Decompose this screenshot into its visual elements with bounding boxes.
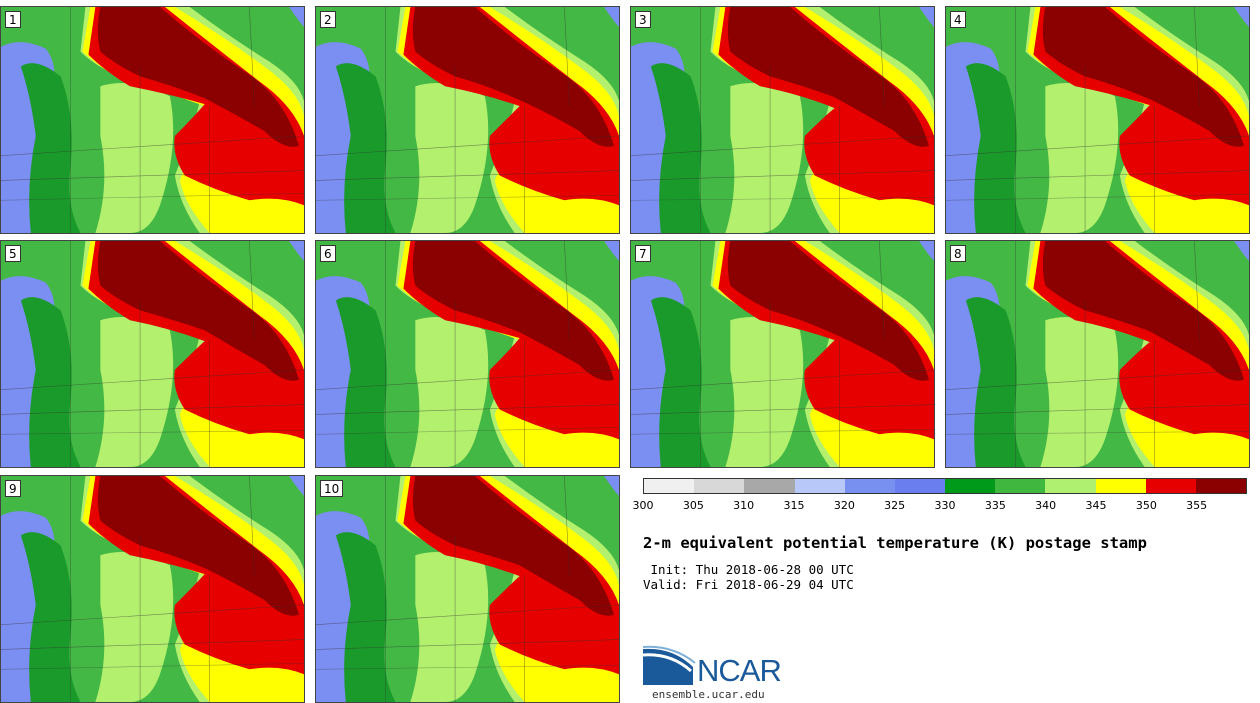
colorbar-segment	[945, 479, 996, 493]
colorbar-segment	[1095, 479, 1146, 493]
colorbar-tick-label: 320	[833, 499, 855, 512]
colorbar-segment	[995, 479, 1046, 493]
colorbar-tick-label: 300	[632, 499, 654, 512]
colorbar-tick-label: 325	[884, 499, 906, 512]
map-panel: 5	[0, 240, 305, 468]
panel-number: 4	[950, 11, 966, 28]
panel-number: 1	[5, 11, 21, 28]
map-panel: 6	[315, 240, 620, 468]
ncar-logo-icon	[643, 645, 696, 685]
colorbar-tick-label: 340	[1035, 499, 1057, 512]
map-panel: 7	[630, 240, 935, 468]
colorbar-segment	[1045, 479, 1096, 493]
init-time: Init: Thu 2018-06-28 00 UTC	[643, 562, 854, 577]
colorbar-ticks: 300 305 310 315 320 325 330 335 340 345 350 355	[633, 499, 1247, 513]
panel-number: 3	[635, 11, 651, 28]
map-panel: 2	[315, 6, 620, 234]
colorbar-tick-label: 310	[733, 499, 755, 512]
logo-url: ensemble.ucar.edu	[652, 688, 765, 701]
plot-title: 2-m equivalent potential temperature (K)…	[643, 534, 1147, 552]
colorbar-tick-label: 335	[984, 499, 1006, 512]
colorbar-segment	[694, 479, 745, 493]
colorbar-segment	[744, 479, 795, 493]
panel-number: 8	[950, 245, 966, 262]
map-panel: 1	[0, 6, 305, 234]
colorbar	[643, 478, 1247, 494]
colorbar-tick-label: 305	[682, 499, 704, 512]
valid-time: Valid: Fri 2018-06-29 04 UTC	[643, 577, 854, 592]
colorbar-segment	[844, 479, 895, 493]
map-panel: 10	[315, 475, 620, 703]
colorbar-segment	[1145, 479, 1196, 493]
panel-number: 5	[5, 245, 21, 262]
map-panel: 8	[945, 240, 1250, 468]
colorbar-tick-label: 330	[934, 499, 956, 512]
panel-number: 10	[320, 480, 344, 497]
panel-number: 2	[320, 11, 336, 28]
logo-name: NCAR	[697, 653, 782, 688]
colorbar-tick-label: 355	[1186, 499, 1208, 512]
colorbar-tick-label: 350	[1135, 499, 1157, 512]
panel-number: 7	[635, 245, 651, 262]
colorbar-segment	[894, 479, 946, 493]
panel-number: 6	[320, 245, 336, 262]
colorbar-tick-label: 345	[1085, 499, 1107, 512]
time-info: Init: Thu 2018-06-28 00 UTC Valid: Fri 2…	[643, 562, 854, 592]
map-panel: 4	[945, 6, 1250, 234]
colorbar-tick-label: 315	[783, 499, 805, 512]
colorbar-segment	[644, 479, 695, 493]
map-panel: 9	[0, 475, 305, 703]
colorbar-segment	[794, 479, 845, 493]
colorbar-segment	[1195, 479, 1247, 493]
panel-number: 9	[5, 480, 21, 497]
map-panel: 3	[630, 6, 935, 234]
